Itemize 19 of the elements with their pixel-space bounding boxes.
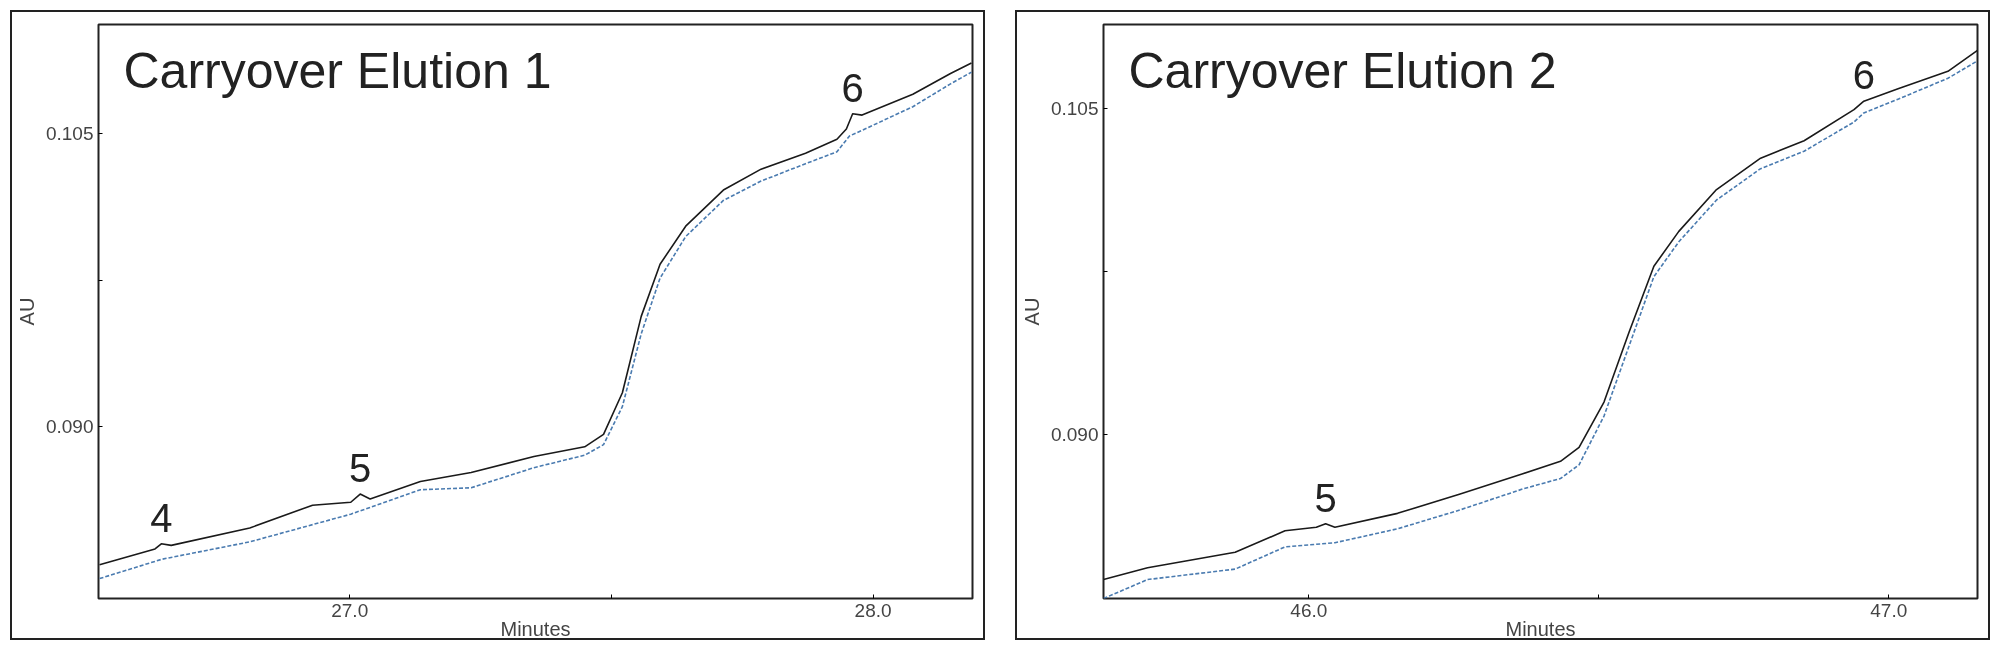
x-axis-title: Minutes [500,617,571,640]
x-tick-label: 47.0 [1870,599,1908,621]
annotation: 5 [1314,475,1337,520]
x-tick-label: 46.0 [1290,599,1328,621]
annotation: 6 [841,65,864,110]
y-tick-label: 0.090 [45,416,94,438]
x-tick-label: 28.0 [854,599,892,621]
y-tick-label: 0.105 [1050,97,1099,119]
x-axis-title: Minutes [1505,617,1576,640]
y-axis-title: AU [1020,297,1043,326]
y-tick-label: 0.105 [45,123,94,145]
annotation: 6 [1852,53,1875,98]
x-tick-label: 27.0 [331,599,369,621]
annotation: 4 [150,495,173,540]
chart-title: Carryover Elution 2 [1128,42,1557,99]
chart-title: Carryover Elution 1 [123,42,552,99]
y-tick-label: 0.090 [1050,424,1099,446]
y-axis-title: AU [15,297,38,326]
annotation: 5 [349,446,372,491]
